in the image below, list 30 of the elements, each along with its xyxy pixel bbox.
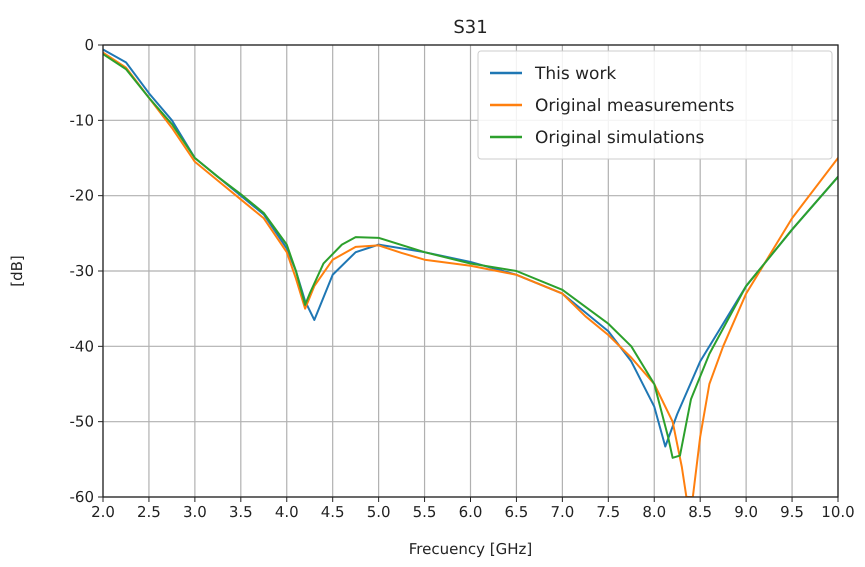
y-tick-label: -10	[70, 111, 94, 130]
x-tick-label: 5.0	[366, 503, 391, 521]
y-tick-label: -20	[70, 186, 94, 205]
legend-label: This work	[534, 64, 616, 84]
x-axis-title: Frecuency [GHz]	[408, 540, 532, 558]
x-tick-label: 6.5	[504, 503, 528, 521]
x-tick-label: 9.0	[734, 503, 758, 521]
x-tick-label: 4.0	[274, 503, 299, 521]
y-tick-label: -40	[70, 337, 94, 356]
x-tick-label: 6.0	[458, 503, 482, 521]
y-tick-label: -60	[70, 488, 94, 506]
x-tick-label: 8.0	[642, 503, 666, 521]
x-tick-label: 8.5	[688, 503, 712, 521]
x-tick-label: 4.5	[320, 503, 345, 521]
legend-label: Original measurements	[535, 96, 735, 116]
x-tick-label: 3.5	[228, 503, 253, 521]
x-tick-label: 7.0	[550, 503, 574, 521]
x-tick-label: 7.5	[596, 503, 620, 521]
y-axis-title: [dB]	[8, 255, 26, 287]
x-tick-label: 9.5	[780, 503, 804, 521]
x-tick-label: 2.0	[91, 503, 115, 521]
chart-title: S31	[453, 17, 488, 38]
y-tick-label: 0	[84, 36, 94, 54]
x-tick-label: 10.0	[821, 503, 855, 521]
legend-label: Original simulations	[535, 128, 705, 148]
y-tick-label: -50	[70, 412, 94, 431]
x-tick-label: 3.0	[182, 503, 207, 521]
x-tick-label: 5.5	[412, 503, 436, 521]
y-tick-label: -30	[70, 262, 94, 280]
x-tick-label: 2.5	[137, 503, 161, 521]
